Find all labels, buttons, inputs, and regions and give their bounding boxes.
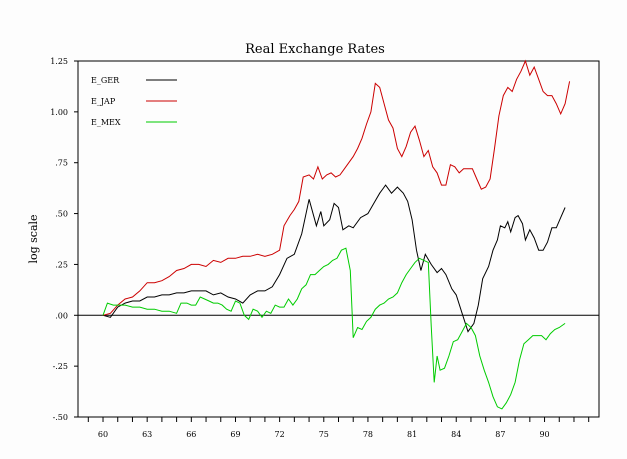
y-tick-label: 1.25 [50, 57, 68, 66]
x-tick-label: 60 [98, 430, 108, 439]
legend-label: E_GER [91, 76, 120, 85]
series-line-e-mex [102, 247, 566, 410]
y-tick-label: .00 [55, 311, 68, 320]
legend: E_GER E_JAP E_MEX [91, 76, 177, 127]
y-tick-label: .25 [55, 260, 68, 269]
x-tick-label: 72 [275, 430, 285, 439]
x-tick-label: 75 [319, 430, 329, 439]
x-tick-label: 69 [230, 430, 240, 439]
chart-title: Real Exchange Rates [245, 42, 385, 57]
x-tick-label: 78 [363, 430, 373, 439]
plot-frame [77, 60, 600, 418]
series-line-e-jap [102, 59, 571, 316]
legend-label: E_JAP [91, 97, 116, 106]
y-axis-label: log scale [27, 214, 40, 263]
y-tick-label: .50 [55, 210, 68, 219]
legend-label: E_MEX [91, 118, 121, 127]
x-tick-label: 63 [142, 430, 152, 439]
x-tick-label: 87 [495, 430, 505, 439]
series-lines [102, 59, 571, 410]
x-tick-label: 84 [451, 430, 461, 439]
y-axis: 1.25 1.00 .75 .50 .25 .00 -.25 -.50 [50, 57, 78, 422]
x-axis: 60 63 66 69 72 75 78 81 84 87 90 [87, 417, 590, 439]
y-tick-label: -.50 [53, 413, 68, 422]
y-tick-label: 1.00 [50, 108, 68, 117]
y-tick-label: -.25 [53, 362, 68, 371]
series-line-e-ger [102, 184, 566, 333]
x-tick-label: 81 [407, 430, 417, 439]
y-tick-label: .75 [55, 159, 68, 168]
x-tick-label: 90 [539, 430, 549, 439]
x-tick-label: 66 [186, 430, 196, 439]
